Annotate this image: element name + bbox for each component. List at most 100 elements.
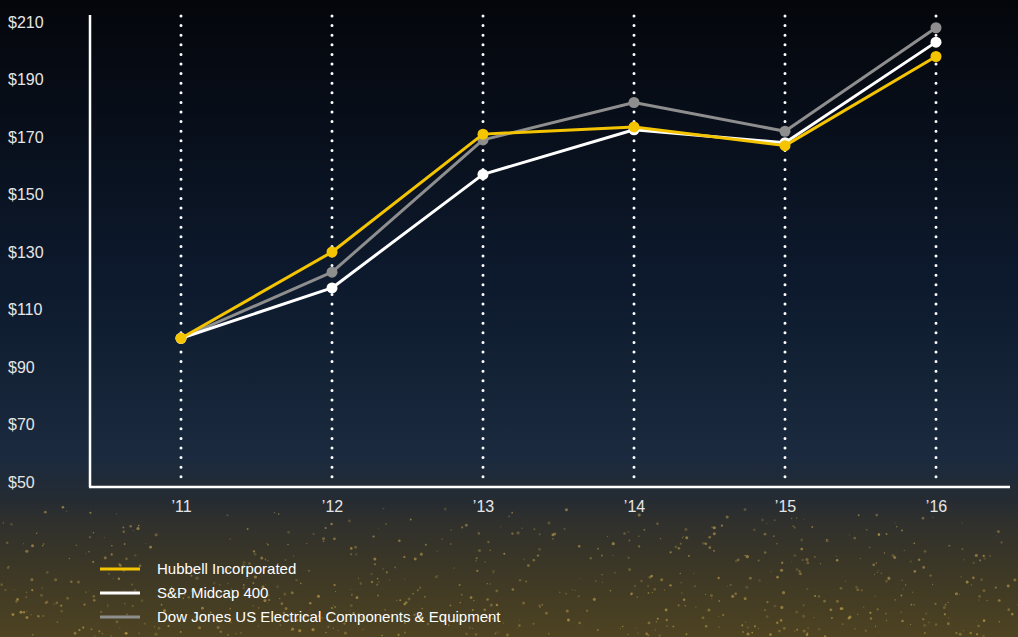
city-light xyxy=(764,533,767,536)
x-tick-label: ’12 xyxy=(322,498,343,515)
chart: $50$70$90$110$130$150$170$190$210’11’12’… xyxy=(0,0,1018,637)
city-light xyxy=(924,632,926,634)
city-light xyxy=(154,626,155,627)
city-light xyxy=(656,621,658,623)
city-light xyxy=(132,605,134,607)
city-light xyxy=(94,635,95,636)
city-light xyxy=(133,530,134,531)
city-light xyxy=(287,531,290,534)
city-light xyxy=(350,604,353,607)
city-light xyxy=(780,606,783,609)
city-light xyxy=(158,627,161,630)
city-light xyxy=(980,578,983,581)
city-light xyxy=(636,628,637,629)
city-light xyxy=(769,633,772,636)
city-light xyxy=(93,599,96,602)
city-light xyxy=(122,527,124,529)
city-light xyxy=(350,553,352,555)
city-light xyxy=(376,584,378,586)
city-light xyxy=(672,626,674,628)
y-tick-label: $130 xyxy=(8,244,44,261)
city-light xyxy=(1007,585,1010,588)
city-light xyxy=(360,582,363,585)
grid-line xyxy=(633,16,636,482)
city-light xyxy=(55,602,58,605)
city-light xyxy=(803,629,806,632)
city-light xyxy=(702,616,705,619)
city-light xyxy=(434,577,435,578)
city-light xyxy=(975,554,978,557)
city-light xyxy=(10,523,13,526)
city-light xyxy=(764,609,766,611)
city-light xyxy=(656,522,658,524)
city-light xyxy=(15,600,17,602)
city-light xyxy=(4,589,7,592)
city-light xyxy=(814,595,816,597)
city-light xyxy=(982,634,985,637)
series-marker xyxy=(931,37,942,48)
city-light xyxy=(198,626,201,629)
city-light xyxy=(628,557,630,559)
city-light xyxy=(287,544,289,546)
city-light xyxy=(118,577,120,579)
city-light xyxy=(578,622,581,625)
city-light xyxy=(863,606,864,607)
city-light xyxy=(381,635,383,637)
legend-swatch xyxy=(100,568,140,571)
city-light xyxy=(962,522,963,523)
city-light xyxy=(274,512,276,514)
legend-label: Dow Jones US Electrical Components & Equ… xyxy=(157,608,501,625)
city-light xyxy=(955,592,958,595)
city-light xyxy=(684,528,687,531)
y-axis-line xyxy=(89,15,92,487)
city-light xyxy=(89,512,91,514)
city-light xyxy=(708,546,711,549)
city-light xyxy=(659,634,661,636)
city-light xyxy=(125,632,127,634)
series-marker xyxy=(176,333,187,344)
city-light xyxy=(653,588,656,591)
city-light xyxy=(983,557,986,560)
city-light xyxy=(461,594,463,596)
legend-label: S&P Midcap 400 xyxy=(157,584,268,601)
city-light xyxy=(766,601,768,603)
city-light xyxy=(997,530,1000,533)
city-light xyxy=(293,556,294,557)
city-light xyxy=(66,597,69,600)
city-light xyxy=(826,539,829,542)
plot-area xyxy=(176,22,942,344)
city-light xyxy=(928,622,930,624)
city-light xyxy=(25,616,28,619)
city-light xyxy=(533,528,535,530)
city-light xyxy=(227,634,229,636)
city-light xyxy=(116,513,117,514)
city-light xyxy=(923,624,926,627)
city-light xyxy=(134,589,136,591)
city-light xyxy=(758,579,761,582)
city-light xyxy=(31,589,33,591)
city-light xyxy=(141,599,144,602)
city-light xyxy=(532,623,534,625)
city-light xyxy=(523,558,525,560)
city-light xyxy=(894,599,896,601)
city-light xyxy=(595,580,597,582)
city-light xyxy=(85,553,86,554)
city-light xyxy=(948,617,949,618)
city-light xyxy=(800,548,803,551)
city-light xyxy=(490,603,493,606)
city-light xyxy=(54,578,57,581)
city-light xyxy=(112,578,113,579)
city-light xyxy=(886,620,887,621)
city-light xyxy=(705,594,706,595)
city-light xyxy=(935,623,937,625)
city-light xyxy=(32,634,34,636)
city-light xyxy=(861,589,864,592)
city-light xyxy=(89,536,91,538)
city-light xyxy=(778,630,781,633)
city-light xyxy=(93,532,95,534)
city-light xyxy=(713,550,715,552)
city-light xyxy=(100,611,102,613)
city-light xyxy=(563,528,565,530)
city-light xyxy=(796,629,798,631)
city-light xyxy=(533,559,536,562)
